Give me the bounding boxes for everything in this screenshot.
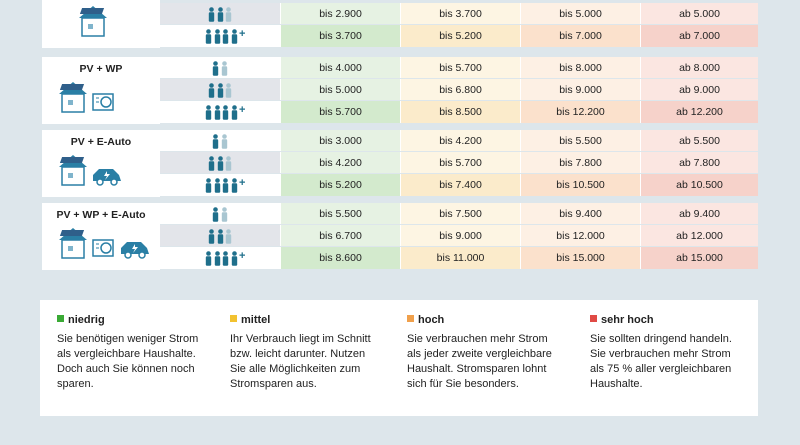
legend-title: hoch: [407, 314, 444, 326]
value-cell: bis 8.000: [520, 57, 640, 79]
value-cell: bis 5.700: [400, 57, 520, 79]
value-cell: bis 7.800: [520, 152, 640, 174]
legend-swatch: [590, 315, 597, 322]
household-icon: [205, 251, 238, 266]
legend-title-text: hoch: [418, 314, 445, 326]
value-cell: bis 9.400: [520, 203, 640, 225]
value-cell: ab 9.000: [640, 79, 758, 101]
group-icon: [55, 76, 155, 116]
value-cell: bis 5.200: [280, 174, 400, 196]
value-cell: bis 5.700: [280, 101, 400, 123]
value-cell: bis 4.200: [280, 152, 400, 174]
group-icon: [55, 222, 155, 262]
household-icon: [205, 178, 238, 193]
value-cell: ab 12.000: [640, 225, 758, 247]
legend-title-text: sehr hoch: [601, 314, 654, 326]
household-cell: [160, 57, 280, 79]
value-cell: bis 9.000: [400, 225, 520, 247]
value-cell: bis 12.200: [520, 101, 640, 123]
household-icon: [212, 133, 228, 149]
household-icon: [208, 82, 232, 98]
value-cell: ab 10.500: [640, 174, 758, 196]
value-cell: bis 6.700: [280, 225, 400, 247]
household-icon: [212, 206, 228, 222]
legend-title-text: niedrig: [68, 314, 105, 326]
value-cell: ab 15.000: [640, 247, 758, 269]
value-cell: ab 7.800: [640, 152, 758, 174]
plus: +: [239, 250, 246, 263]
value-cell: bis 3.700: [280, 25, 400, 47]
legend-swatch: [230, 315, 237, 322]
legend-swatch: [57, 315, 64, 322]
legend-swatch: [407, 315, 414, 322]
household-icon: [205, 105, 238, 120]
value-cell: bis 9.000: [520, 79, 640, 101]
value-cell: bis 7.000: [520, 25, 640, 47]
group-label: PV + WP + E-Auto: [56, 209, 146, 221]
value-cell: bis 5.000: [280, 79, 400, 101]
value-cell: bis 5.000: [520, 3, 640, 25]
value-cell: bis 7.500: [400, 203, 520, 225]
household-cell: [160, 130, 280, 152]
value-cell: bis 3.000: [280, 130, 400, 152]
legend-text: Ihr Verbrauch liegt im Schnitt bzw. leic…: [230, 333, 371, 390]
household-cell: [160, 174, 280, 196]
value-cell: bis 12.000: [520, 225, 640, 247]
value-cell: bis 6.800: [400, 79, 520, 101]
household-cell: [160, 247, 280, 269]
legend-text: Sie verbrauchen mehr Strom als jeder zwe…: [407, 333, 552, 390]
group-icon: [55, 149, 155, 189]
value-cell: bis 5.500: [280, 203, 400, 225]
value-cell: ab 5.000: [640, 3, 758, 25]
value-cell: ab 9.400: [640, 203, 758, 225]
plus: +: [239, 177, 246, 190]
value-cell: bis 5.500: [520, 130, 640, 152]
group-label-cell: [42, 203, 160, 270]
household-icon: [212, 60, 228, 76]
legend-title: niedrig: [57, 314, 105, 326]
value-cell: ab 8.000: [640, 57, 758, 79]
household-cell: [160, 25, 280, 47]
value-cell: bis 3.700: [400, 3, 520, 25]
value-cell: bis 7.400: [400, 174, 520, 196]
value-cell: bis 15.000: [520, 247, 640, 269]
value-cell: bis 10.500: [520, 174, 640, 196]
household-cell: [160, 101, 280, 123]
legend-box: [40, 300, 758, 416]
household-icon: [208, 228, 232, 244]
value-cell: ab 5.500: [640, 130, 758, 152]
value-cell: bis 5.200: [400, 25, 520, 47]
household-icon: [205, 29, 238, 44]
value-cell: ab 12.200: [640, 101, 758, 123]
plus: +: [239, 28, 246, 41]
legend-text: Sie benötigen weniger Strom als vergleic…: [57, 333, 199, 390]
legend-title-text: mittel: [241, 314, 271, 326]
group-label-cell: [42, 130, 160, 197]
legend-text: Sie sollten dringend handeln. Sie verbra…: [590, 333, 732, 390]
value-cell: bis 4.200: [400, 130, 520, 152]
value-cell: bis 4.000: [280, 57, 400, 79]
value-cell: bis 2.900: [280, 3, 400, 25]
value-cell: ab 7.000: [640, 25, 758, 47]
value-cell: bis 5.700: [400, 152, 520, 174]
group-label: PV + WP: [79, 63, 123, 75]
value-cell: bis 8.600: [280, 247, 400, 269]
legend-title: mittel: [230, 314, 270, 326]
group-label: PV + E-Auto: [70, 136, 132, 148]
household-cell: [160, 203, 280, 225]
household-icon: [208, 6, 232, 22]
group-label-cell: [42, 57, 160, 124]
plus: +: [239, 104, 246, 117]
value-cell: bis 11.000: [400, 247, 520, 269]
group-icon: [75, 0, 175, 40]
value-cell: bis 8.500: [400, 101, 520, 123]
household-icon: [208, 155, 232, 171]
legend-title: sehr hoch: [590, 314, 654, 326]
